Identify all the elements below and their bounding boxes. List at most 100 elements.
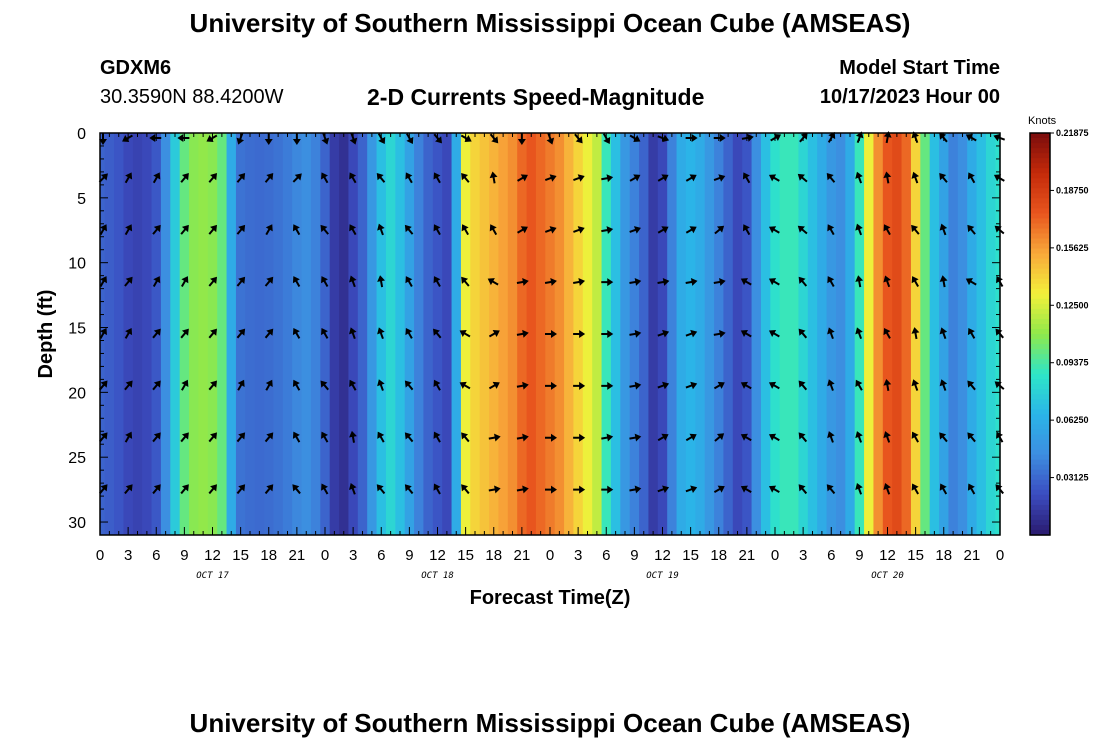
current-arrow	[911, 379, 920, 391]
current-arrow	[911, 483, 919, 495]
current-arrow	[967, 224, 976, 235]
colorbar-step	[1030, 288, 1050, 295]
colorbar-step	[1030, 339, 1050, 345]
current-arrow	[236, 484, 246, 495]
current-arrow	[516, 329, 529, 338]
current-arrow	[995, 328, 1004, 339]
current-arrow	[516, 381, 529, 390]
current-arrow	[827, 276, 835, 287]
current-arrow	[405, 276, 413, 287]
day-label: OCT 17	[196, 571, 229, 581]
current-arrow	[321, 483, 329, 495]
x-tick-label: 9	[405, 547, 413, 564]
current-arrow	[459, 330, 471, 338]
colorbar-step	[1030, 474, 1050, 481]
colorbar-step	[1030, 369, 1050, 375]
heatmap-cell	[845, 133, 856, 535]
y-tick-label: 10	[68, 256, 86, 273]
x-tick-label: 6	[827, 547, 835, 564]
current-arrow	[911, 224, 920, 235]
current-arrow	[152, 172, 161, 184]
current-arrow	[883, 483, 891, 495]
current-arrow	[601, 174, 614, 183]
colorbar-step	[1030, 273, 1050, 280]
heatmap-cell	[582, 133, 593, 535]
current-arrow	[349, 430, 357, 443]
current-arrow	[461, 484, 470, 495]
current-arrow	[995, 484, 1004, 495]
current-arrow	[713, 174, 726, 182]
colorbar-step	[1030, 233, 1050, 240]
current-arrow	[433, 172, 441, 184]
colorbar-step	[1030, 153, 1050, 159]
colorbar-step	[1030, 449, 1050, 456]
x-tick-label: 0	[771, 547, 779, 564]
current-arrow	[488, 381, 500, 390]
colorbar-step	[1030, 308, 1050, 315]
current-arrow	[264, 484, 274, 495]
current-arrow	[264, 276, 274, 287]
x-tick-label: 6	[152, 547, 160, 564]
current-arrow	[321, 431, 329, 443]
heatmap-cell	[498, 133, 509, 535]
colorbar-step	[1030, 203, 1050, 209]
current-arrow	[208, 380, 217, 391]
current-arrow	[967, 172, 976, 184]
current-arrow	[377, 275, 386, 288]
current-arrow	[152, 328, 161, 339]
current-arrow	[321, 172, 329, 184]
current-arrow	[713, 134, 726, 142]
colorbar-step	[1030, 394, 1050, 400]
footer-title: University of Southern Mississippi Ocean…	[189, 708, 911, 738]
current-arrow	[742, 224, 751, 236]
current-arrow	[685, 485, 698, 494]
current-arrow	[489, 171, 498, 184]
current-arrow	[573, 226, 585, 234]
current-arrow	[601, 485, 614, 494]
y-tick-label: 0	[77, 126, 86, 143]
x-tick-label: 21	[964, 547, 981, 564]
current-arrow	[855, 223, 863, 236]
current-arrow	[713, 278, 726, 286]
heatmap-cell	[142, 133, 153, 535]
colorbar-step	[1030, 469, 1050, 476]
heatmap-cell	[892, 133, 903, 535]
heatmap-cell	[920, 133, 931, 535]
heatmap-cell	[610, 133, 621, 535]
current-arrow	[685, 278, 698, 286]
model-start-label: Model Start Time	[839, 57, 1000, 79]
current-arrow	[657, 134, 670, 143]
colorbar-step	[1030, 178, 1050, 184]
colorbar-step	[1030, 429, 1050, 436]
current-arrow	[404, 432, 414, 443]
heatmap-cell	[198, 133, 209, 535]
current-arrow	[996, 431, 1004, 443]
colorbar-step	[1030, 313, 1050, 320]
x-tick-label: 0	[996, 547, 1004, 564]
colorbar-step	[1030, 439, 1050, 446]
current-arrow	[264, 328, 274, 339]
x-tick-label: 21	[289, 547, 306, 564]
current-arrow	[799, 132, 808, 143]
current-arrow	[544, 174, 557, 182]
current-arrow	[967, 432, 976, 443]
x-tick-label: 9	[855, 547, 863, 564]
current-arrow	[855, 379, 863, 391]
current-arrow	[768, 278, 780, 286]
model-start-value: 10/17/2023 Hour 00	[819, 86, 1000, 108]
current-arrow	[487, 278, 499, 286]
current-arrow	[939, 173, 948, 183]
current-arrow	[855, 431, 863, 443]
current-arrow	[516, 485, 529, 494]
x-tick-label: 12	[429, 547, 446, 564]
x-tick-label: 15	[232, 547, 249, 564]
current-arrow	[99, 133, 107, 145]
heatmap-cell	[339, 133, 350, 535]
colorbar-step	[1030, 223, 1050, 230]
heatmap-cell	[104, 133, 115, 535]
current-arrow	[573, 433, 586, 442]
current-arrow	[236, 224, 246, 235]
current-arrow	[99, 484, 108, 495]
colorbar-step	[1030, 464, 1050, 471]
colorbar-step	[1030, 293, 1050, 300]
